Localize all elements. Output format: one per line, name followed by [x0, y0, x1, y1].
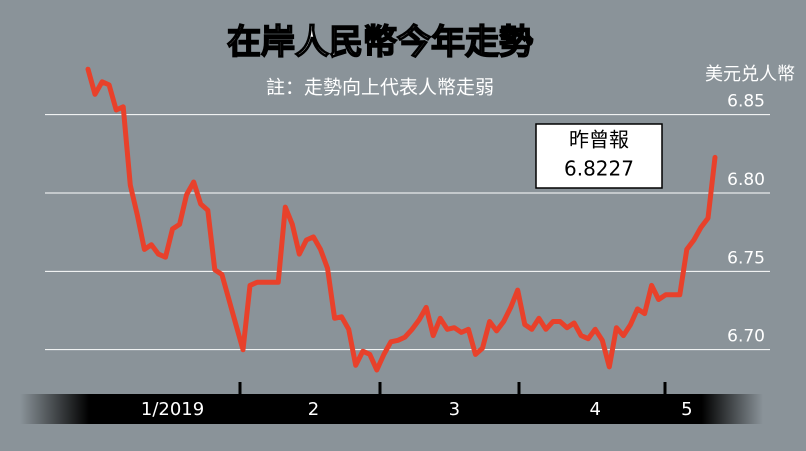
chart-title: 在岸人民幣今年走勢 [227, 23, 533, 63]
y-tick-label: 6.75 [727, 248, 765, 268]
plot: 6.70 6.75 6.80 6.85 [45, 66, 770, 373]
line-series [85, 66, 718, 373]
annotation-value: 6.8227 [564, 157, 634, 181]
annotation-box [535, 123, 663, 189]
chart-subtitle: 註：走勢向上代表人幣走弱 [266, 77, 494, 99]
x-tick-label: 1/2019 [141, 399, 204, 420]
month-dividers [238, 382, 667, 394]
x-tick-label: 3 [449, 399, 460, 420]
y-tick-label: 6.80 [727, 170, 765, 190]
annotation-label: 昨曾報 [569, 128, 629, 152]
x-axis-band [20, 394, 786, 424]
y-tick-label: 6.85 [727, 92, 765, 112]
x-tick-label: 5 [681, 399, 692, 420]
y-axis-label: 美元兑人幣 [705, 64, 795, 85]
x-tick-label: 4 [590, 399, 601, 420]
y-tick-label: 6.70 [727, 327, 765, 347]
x-tick-label: 2 [308, 399, 319, 420]
